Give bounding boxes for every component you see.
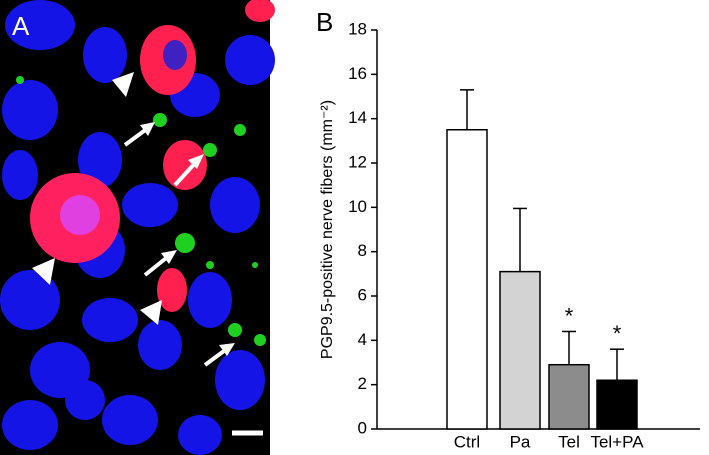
bar <box>446 129 488 430</box>
bar-chart: B PGP9.5-positive nerve fibers (mm⁻²) 0 2 4 6… <box>316 7 700 451</box>
panel-label: B <box>316 7 333 37</box>
y-tick-label: 2 <box>358 374 367 393</box>
y-axis-label: PGP9.5-positive nerve fibers (mm⁻²) <box>319 100 336 359</box>
y-tick-label: 6 <box>358 285 367 304</box>
bar <box>596 379 638 430</box>
micrograph: A <box>0 0 275 455</box>
y-tick-label: 14 <box>348 108 367 127</box>
x-tick-label: Tel <box>558 432 580 451</box>
panel-label: A <box>12 11 30 41</box>
x-tick-label: Pa <box>510 432 531 451</box>
mast-cells <box>30 0 275 312</box>
y-tick-label: 16 <box>348 64 367 83</box>
y-tick-label: 18 <box>348 19 367 38</box>
nerve-fibers <box>16 76 266 346</box>
x-tick-label: Tel+PA <box>590 432 644 451</box>
significance-marker: * <box>613 321 622 346</box>
bar <box>548 363 590 430</box>
x-tick-label: Ctrl <box>454 432 480 451</box>
y-tick-label: 10 <box>348 197 367 216</box>
bar <box>499 270 541 430</box>
arrows <box>32 72 263 436</box>
y-tick-label: 4 <box>358 330 367 349</box>
nuclei <box>0 0 275 455</box>
y-tick-label: 0 <box>358 418 367 437</box>
significance-marker: * <box>565 303 574 328</box>
y-tick-label: 12 <box>348 152 367 171</box>
y-tick-label: 8 <box>358 241 367 260</box>
